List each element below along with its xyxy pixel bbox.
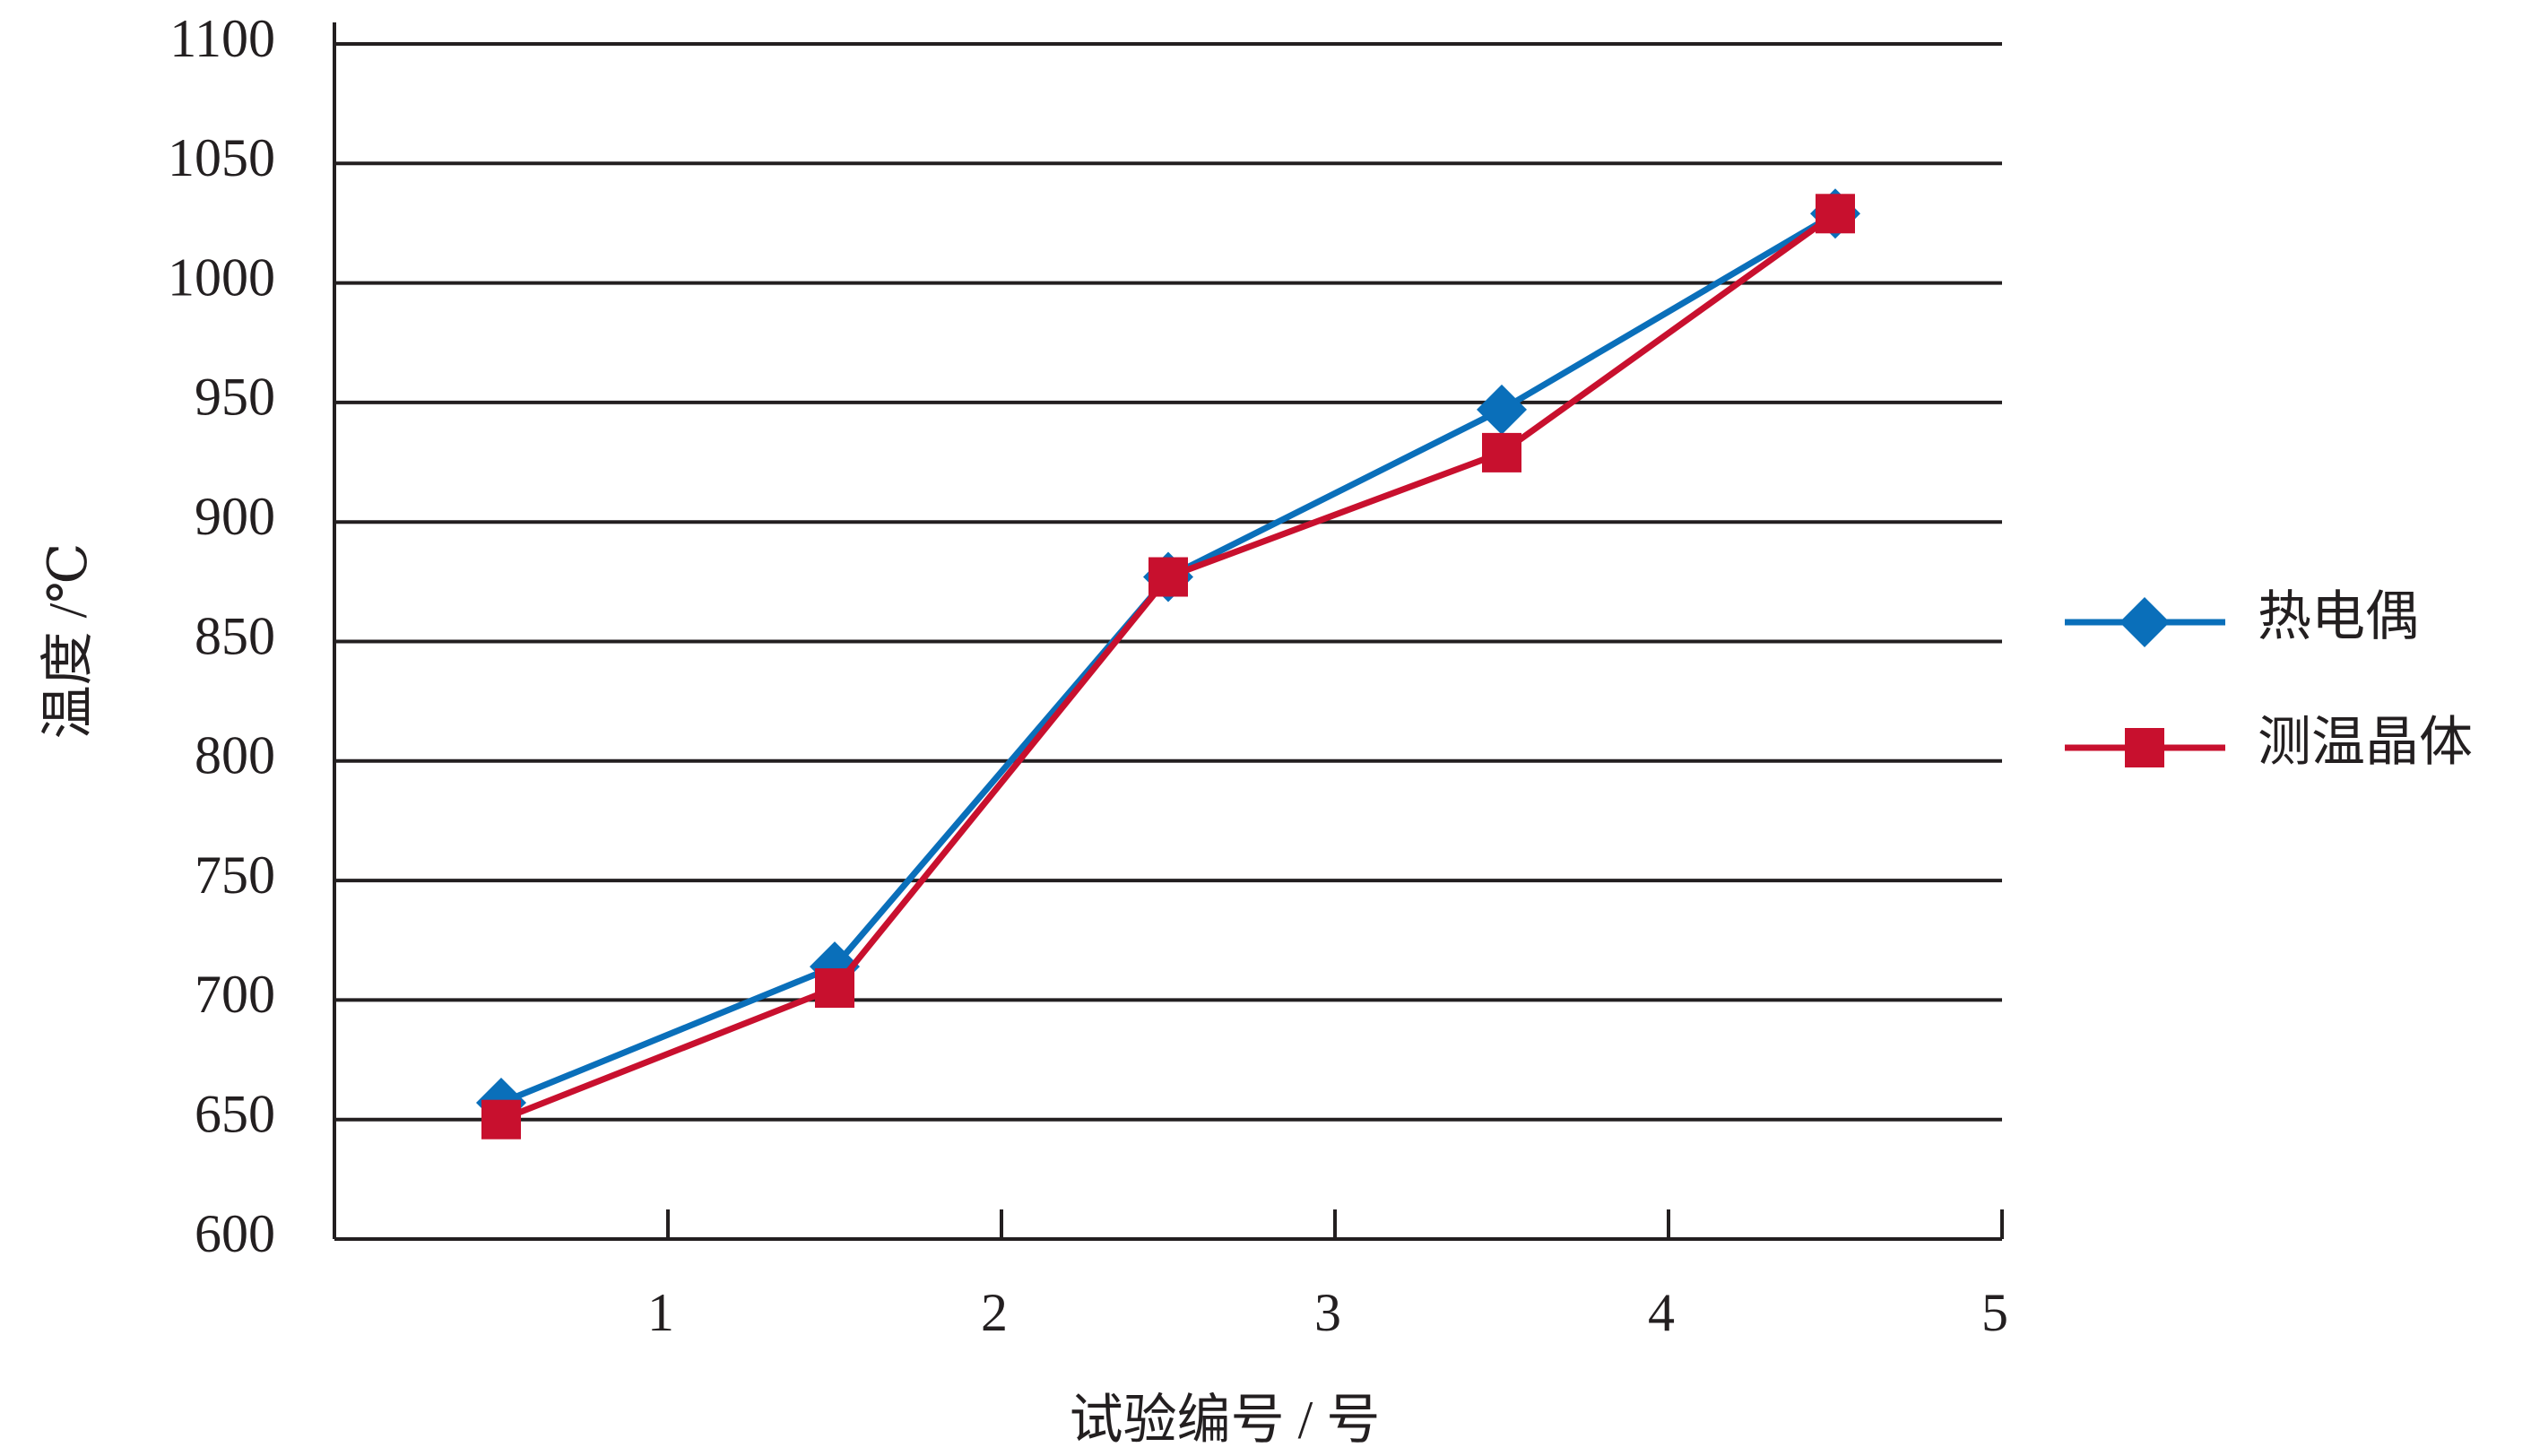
y-axis-label: 温度 /℃ — [39, 543, 98, 740]
x-tick-label: 3 — [1314, 1283, 1341, 1342]
y-tick-label: 1100 — [169, 9, 275, 68]
y-tick-label: 950 — [195, 368, 275, 427]
y-tick-label: 1000 — [168, 247, 275, 307]
x-tick-label: 5 — [1981, 1283, 2008, 1342]
y-tick-label: 900 — [195, 487, 275, 546]
y-tick-label: 650 — [195, 1084, 275, 1143]
y-tick-label: 850 — [195, 606, 275, 665]
marker — [481, 1099, 521, 1140]
x-tick-label: 4 — [1648, 1283, 1675, 1342]
x-tick-label: 1 — [647, 1283, 674, 1342]
marker — [1482, 432, 1521, 472]
y-tick-label: 700 — [195, 965, 275, 1024]
marker — [1816, 194, 1855, 234]
x-tick-label: 2 — [981, 1283, 1008, 1342]
y-tick-label: 800 — [195, 726, 275, 785]
marker — [2119, 597, 2170, 647]
marker — [2125, 728, 2164, 767]
legend-label: 热电偶 — [2258, 587, 2419, 646]
marker — [815, 968, 854, 1009]
legend-label: 测温晶体 — [2258, 713, 2473, 772]
series-line — [499, 211, 1838, 1122]
marker — [1477, 384, 1527, 435]
series-line — [499, 211, 1837, 1106]
y-tick-label: 600 — [195, 1204, 275, 1263]
marker — [1148, 557, 1188, 597]
x-axis-label: 试验编号 / 号 — [1070, 1391, 1381, 1450]
y-tick-label: 1050 — [168, 128, 275, 187]
y-tick-label: 750 — [195, 845, 275, 905]
